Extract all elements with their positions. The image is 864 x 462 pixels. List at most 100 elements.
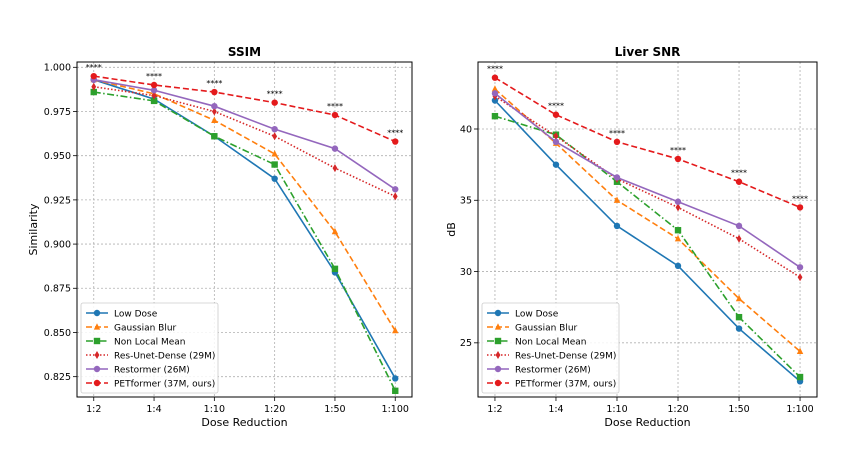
y-tick-label: 0.950 xyxy=(44,151,71,162)
legend: Low Dose Gaussian Blur Non Local Mean Res-U… xyxy=(80,302,219,394)
y-tick-label: 0.875 xyxy=(44,284,71,295)
data-point xyxy=(797,273,803,282)
x-tick-label: 1:100 xyxy=(382,404,409,415)
data-point xyxy=(491,112,499,120)
data-point xyxy=(674,155,682,163)
legend-marker xyxy=(495,351,501,359)
legend-marker xyxy=(94,351,100,359)
data-point xyxy=(271,161,278,168)
legend-marker xyxy=(494,337,502,345)
data-point xyxy=(272,132,278,141)
legend-marker xyxy=(93,309,101,317)
x-tick-label: 1:20 xyxy=(667,404,688,415)
significance-label: **** xyxy=(731,169,747,178)
legend-label: Res-Unet-Dense (29M) xyxy=(114,351,215,361)
data-point xyxy=(91,82,97,91)
x-tick-label: 1:2 xyxy=(86,404,101,415)
chart-title: SSIM xyxy=(228,45,261,59)
data-point xyxy=(674,234,682,242)
data-point xyxy=(491,97,499,104)
data-point xyxy=(150,81,158,89)
legend: Low Dose Gaussian Blur Non Local Mean Res-U… xyxy=(481,302,620,394)
data-point xyxy=(211,116,218,123)
data-point xyxy=(332,164,338,173)
data-point xyxy=(271,125,278,133)
data-point xyxy=(151,91,157,100)
data-point xyxy=(735,222,743,230)
legend-label: Restormer (26M) xyxy=(114,365,190,375)
y-tick-label: 35 xyxy=(460,196,472,207)
data-point xyxy=(675,203,681,212)
series-line xyxy=(494,115,801,378)
legend-label: Non Local Mean xyxy=(114,337,186,347)
data-point xyxy=(613,138,621,146)
data-point xyxy=(392,326,399,334)
data-point xyxy=(271,175,278,182)
data-point xyxy=(331,145,339,152)
legend-label: Restormer (26M) xyxy=(515,365,591,375)
series-line xyxy=(93,75,396,143)
data-point xyxy=(796,264,804,271)
chart-title: Liver SNR xyxy=(615,45,681,59)
data-point xyxy=(613,222,621,230)
y-tick-label: 1.000 xyxy=(44,63,71,74)
data-point xyxy=(674,198,682,205)
significance-label: **** xyxy=(670,146,686,155)
y-tick-label: 25 xyxy=(460,338,472,349)
data-point xyxy=(90,88,97,96)
legend-label: Low Dose xyxy=(114,309,158,319)
series-line xyxy=(93,78,396,332)
significance-label: **** xyxy=(267,90,283,99)
plot-frame xyxy=(477,61,818,398)
significance-label: **** xyxy=(792,194,808,203)
legend-label: Gaussian Blur xyxy=(114,323,177,333)
series-line xyxy=(494,99,801,382)
y-tick-label: 0.825 xyxy=(44,372,71,383)
y-tick-label: 0.975 xyxy=(44,107,71,118)
legend-marker xyxy=(93,337,101,345)
series-line xyxy=(93,85,396,198)
legend-box xyxy=(481,302,620,394)
legend-box xyxy=(80,302,219,394)
chart-panel-ssim: **** **** **** **** **** **** 1:2 1:4 1:10 1:20 1:… xyxy=(27,45,413,429)
significance-label: **** xyxy=(548,102,564,111)
chart-panel-liver-snr: **** **** **** **** **** **** 1:2 1:4 1:10 1:20 1:… xyxy=(445,45,818,429)
data-point xyxy=(613,174,621,181)
data-point xyxy=(796,347,804,354)
x-tick-label: 1:50 xyxy=(728,404,749,415)
data-point xyxy=(735,325,743,332)
y-axis-label: Similarity xyxy=(27,203,40,255)
data-point xyxy=(271,99,278,106)
data-point xyxy=(392,138,399,145)
legend-marker xyxy=(494,309,502,317)
data-point xyxy=(392,186,399,193)
x-tick-label: 1:4 xyxy=(548,404,563,415)
data-point xyxy=(735,313,743,321)
legend-label: Gaussian Blur xyxy=(515,323,578,333)
significance-label: **** xyxy=(487,65,503,74)
plot-frame xyxy=(76,61,413,398)
data-point xyxy=(552,138,560,146)
significance-label: **** xyxy=(609,129,625,138)
data-point xyxy=(90,72,97,80)
data-point xyxy=(331,265,339,273)
data-point xyxy=(150,87,158,94)
y-tick-label: 30 xyxy=(460,267,472,278)
legend-marker xyxy=(93,323,101,330)
y-tick-label: 40 xyxy=(460,124,472,135)
data-point xyxy=(331,111,339,119)
data-point xyxy=(211,107,217,116)
x-axis-label: Dose Reduction xyxy=(604,416,690,429)
legend-marker xyxy=(494,379,502,387)
data-point xyxy=(392,375,399,382)
data-point xyxy=(553,132,559,141)
data-point xyxy=(392,192,398,201)
x-tick-label: 1:2 xyxy=(487,404,502,415)
significance-label: **** xyxy=(86,63,102,72)
x-tick-label: 1:50 xyxy=(324,404,345,415)
data-point xyxy=(674,262,682,270)
y-tick-label: 0.850 xyxy=(44,328,71,339)
data-point xyxy=(796,204,804,211)
